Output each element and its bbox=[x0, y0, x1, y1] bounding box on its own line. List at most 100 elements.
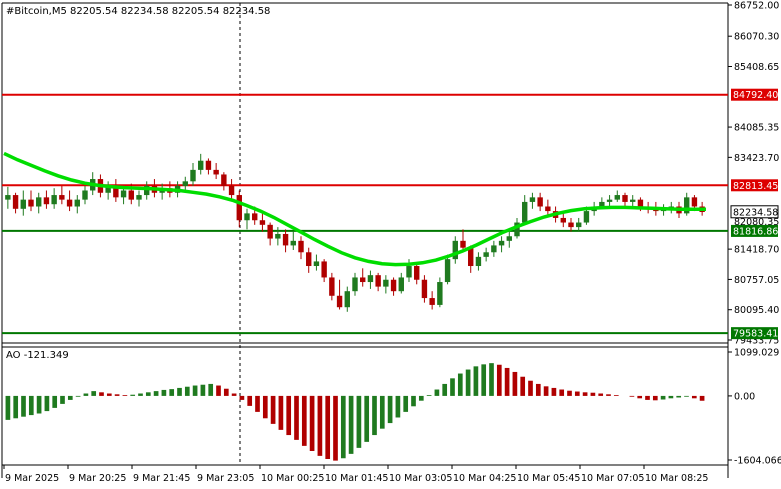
price-tick-label: 85408.65 bbox=[734, 62, 779, 73]
candle-body bbox=[576, 222, 582, 228]
ao-tick-label: 0.00 bbox=[734, 391, 755, 402]
candle-body bbox=[491, 245, 497, 253]
candle-body bbox=[213, 169, 219, 175]
candle-body bbox=[66, 199, 73, 207]
candle-body bbox=[221, 174, 227, 186]
candle-body bbox=[329, 277, 335, 296]
candle-body bbox=[51, 195, 57, 205]
time-tick-label: 10 Mar 05:45 bbox=[517, 473, 580, 484]
candle-body bbox=[583, 211, 590, 223]
candle-body bbox=[252, 213, 258, 221]
candle-body bbox=[498, 240, 505, 246]
time-tick-label: 9 Mar 21:45 bbox=[133, 473, 190, 484]
level-tag-label: 81816.86 bbox=[733, 226, 778, 237]
candle-body bbox=[421, 279, 428, 299]
candles bbox=[5, 153, 705, 312]
candle-body bbox=[599, 201, 605, 207]
candle-body bbox=[190, 169, 196, 182]
price-tick-label: 79433.75 bbox=[734, 336, 779, 347]
ao-axis: 1099.029 0.00 -1604.066 bbox=[728, 348, 781, 467]
candle-body bbox=[267, 224, 273, 239]
level-tag bbox=[731, 88, 778, 101]
candle-body bbox=[259, 220, 266, 225]
price-panel: 86752.00 86070.30 85408.65 84085.35 83423.70… bbox=[1, 1, 779, 478]
candle-body bbox=[375, 275, 381, 287]
time-tick-label: 9 Mar 2025 bbox=[5, 473, 59, 484]
candle-body bbox=[614, 195, 620, 200]
ao-panel: AO -121.349 1099.029 0.00 -1604.066 bbox=[5, 348, 781, 467]
time-tick-label: 10 Mar 08:25 bbox=[645, 473, 708, 484]
candle-body bbox=[275, 233, 281, 239]
candle-body bbox=[537, 197, 543, 207]
candle-body bbox=[468, 247, 474, 267]
candle-body bbox=[684, 197, 690, 214]
current-price-label: 82234.58 bbox=[733, 207, 778, 218]
horizontal-levels: 84792.40 82813.45 81816.86 79583.41 82080.35… bbox=[2, 88, 779, 340]
candle-body bbox=[236, 195, 242, 221]
candle-body bbox=[475, 256, 482, 267]
candle-body bbox=[560, 217, 566, 223]
candle-body bbox=[483, 252, 489, 257]
price-tick-label: 81418.70 bbox=[734, 245, 779, 256]
candle-body bbox=[398, 277, 404, 292]
candle-body bbox=[43, 197, 50, 205]
candle-body bbox=[367, 275, 374, 283]
candle-body bbox=[282, 233, 289, 246]
candle-body bbox=[414, 266, 420, 280]
time-tick-label: 10 Mar 04:25 bbox=[453, 473, 516, 484]
candle-body bbox=[460, 240, 466, 248]
candle-body bbox=[506, 236, 512, 241]
candle-body bbox=[136, 195, 142, 200]
candle-body bbox=[12, 195, 19, 209]
candle-body bbox=[5, 195, 11, 200]
ao-tick-label: -1604.066 bbox=[734, 456, 781, 467]
candle-body bbox=[452, 240, 458, 260]
time-tick-label: 10 Mar 03:05 bbox=[389, 473, 452, 484]
candle-body bbox=[336, 295, 343, 308]
candle-body bbox=[630, 199, 636, 202]
price-tick-label: 80095.40 bbox=[734, 305, 779, 316]
time-tick-label: 10 Mar 00:25 bbox=[261, 473, 324, 484]
candle-body bbox=[522, 201, 528, 223]
level-tag-label: 84792.40 bbox=[733, 90, 778, 101]
chart-title: #Bitcoin,M5 82205.54 82234.58 82205.54 8… bbox=[6, 6, 270, 17]
price-tick-label: 86752.00 bbox=[734, 1, 779, 12]
candle-body bbox=[606, 199, 613, 202]
candle-body bbox=[321, 261, 327, 278]
time-axis: 9 Mar 2025 9 Mar 20:25 9 Mar 21:45 9 Mar 23… bbox=[3, 465, 708, 484]
candle-body bbox=[622, 195, 628, 202]
current-price-tag bbox=[730, 205, 779, 219]
level-tag bbox=[731, 179, 778, 192]
candle-body bbox=[545, 206, 551, 212]
candle-body bbox=[313, 261, 320, 267]
candle-body bbox=[352, 277, 358, 292]
candle-body bbox=[128, 190, 134, 200]
candle-body bbox=[28, 199, 34, 207]
level-tag bbox=[731, 224, 778, 237]
candle-body bbox=[514, 222, 520, 237]
candle-body bbox=[360, 277, 366, 283]
candle-body bbox=[344, 291, 350, 308]
candle-body bbox=[82, 190, 88, 200]
candle-body bbox=[205, 160, 212, 170]
candle-body bbox=[406, 266, 412, 278]
level-tag bbox=[731, 327, 778, 340]
candle-body bbox=[298, 240, 304, 253]
level-tag-label: 82813.45 bbox=[733, 181, 778, 192]
candle-body bbox=[383, 279, 389, 287]
ao-tick-label: 1099.029 bbox=[734, 348, 779, 359]
candle-body bbox=[444, 259, 451, 283]
time-tick-label: 9 Mar 20:25 bbox=[69, 473, 126, 484]
time-tick-label: 9 Mar 23:05 bbox=[197, 473, 254, 484]
candle-body bbox=[691, 197, 698, 207]
candle-body bbox=[144, 185, 150, 196]
candle-body bbox=[20, 199, 26, 209]
candle-body bbox=[113, 185, 119, 198]
candle-body bbox=[429, 298, 435, 305]
candle-body bbox=[637, 199, 644, 207]
candle-body bbox=[36, 197, 42, 207]
candle-body bbox=[568, 222, 574, 228]
candle-body bbox=[182, 181, 188, 186]
candle-body bbox=[390, 279, 397, 292]
